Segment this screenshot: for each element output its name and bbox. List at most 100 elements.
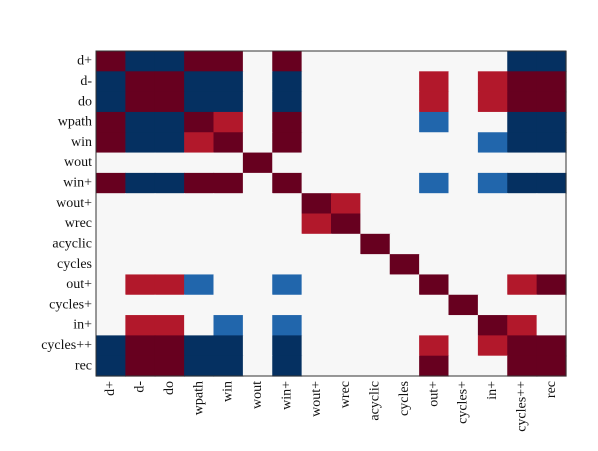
heatmap-cell-1-10 (389, 71, 420, 93)
heatmap-cell-8-4 (213, 213, 244, 235)
heatmap-cell-13-14 (507, 315, 538, 336)
heatmap-cell-7-12 (448, 193, 479, 215)
heatmap-cell-8-1 (125, 213, 156, 235)
heatmap-cell-0-0 (96, 51, 126, 72)
heatmap-cell-4-7 (301, 132, 332, 154)
y-tick-label: wrec (65, 216, 92, 231)
heatmap-cell-13-6 (272, 315, 303, 336)
heatmap-cell-14-0 (96, 335, 126, 357)
heatmap-cell-3-11 (419, 111, 450, 133)
x-tick-label: cycles+ (456, 381, 471, 424)
heatmap-cell-15-0 (96, 355, 126, 377)
x-tick-labels: d+ d-do wpath win wout win+ wout+ wrec acyclic cy… (103, 381, 559, 432)
heatmap-cell-10-3 (184, 254, 215, 276)
heatmap-cell-4-12 (448, 132, 479, 154)
heatmap-cell-1-14 (507, 71, 538, 93)
heatmap-cell-3-7 (301, 111, 332, 133)
heatmap-cell-5-8 (331, 152, 361, 174)
y-tick-label: acyclic (52, 236, 92, 251)
heatmap-cell-3-1 (125, 111, 156, 133)
heatmap-cell-1-15 (536, 71, 567, 93)
heatmap-cell-9-12 (448, 233, 479, 255)
heatmap-cell-2-4 (213, 91, 244, 113)
heatmap-cell-12-0 (96, 294, 126, 316)
heatmap-cell-6-11 (419, 172, 450, 194)
heatmap-cell-4-5 (242, 132, 273, 154)
heatmap-cell-4-0 (96, 132, 126, 154)
x-tick-label: win+ (279, 381, 294, 410)
heatmap-cell-7-10 (389, 193, 420, 215)
heatmap-cell-2-5 (242, 91, 273, 113)
heatmap-cell-0-11 (419, 51, 450, 72)
heatmap-cell-12-14 (507, 294, 538, 316)
heatmap-cell-6-14 (507, 172, 538, 194)
heatmap-cell-3-0 (96, 111, 126, 133)
x-tick-label: wout (250, 381, 265, 409)
heatmap-cell-13-13 (477, 315, 508, 336)
heatmap-cell-1-6 (272, 71, 303, 93)
heatmap-cell-10-5 (242, 254, 273, 276)
heatmap-cell-6-3 (184, 172, 215, 194)
heatmap-cell-8-10 (389, 213, 420, 235)
heatmap-cell-12-13 (477, 294, 508, 316)
heatmap-cell-4-1 (125, 132, 156, 154)
heatmap-cell-2-6 (272, 91, 303, 113)
heatmap-cell-6-8 (331, 172, 361, 194)
heatmap-cell-11-1 (125, 274, 156, 296)
heatmap-cell-7-1 (125, 193, 156, 215)
heatmap-cell-15-8 (331, 355, 361, 377)
heatmap-cell-12-10 (389, 294, 420, 316)
heatmap-cell-0-15 (536, 51, 567, 72)
heatmap-cell-13-9 (360, 315, 391, 336)
heatmap-cell-0-4 (213, 51, 244, 72)
heatmap-cell-12-11 (419, 294, 450, 316)
heatmap-cell-10-12 (448, 254, 479, 276)
y-tick-label: win+ (63, 176, 92, 191)
heatmap-cell-8-15 (536, 213, 567, 235)
heatmap-cell-6-6 (272, 172, 303, 194)
heatmap-cell-6-2 (154, 172, 185, 194)
heatmap-cell-11-2 (154, 274, 185, 296)
heatmap-cell-6-5 (242, 172, 273, 194)
heatmap-cell-12-15 (536, 294, 567, 316)
heatmap-cell-11-8 (331, 274, 361, 296)
heatmap-cell-12-7 (301, 294, 332, 316)
heatmap-cell-14-4 (213, 335, 244, 357)
heatmap-cell-5-12 (448, 152, 479, 174)
heatmap-cell-0-3 (184, 51, 215, 72)
heatmap-cell-9-5 (242, 233, 273, 255)
heatmap-cell-4-11 (419, 132, 450, 154)
heatmap-cell-13-2 (154, 315, 185, 336)
heatmap-cell-10-2 (154, 254, 185, 276)
x-tick-label: rec (544, 381, 559, 398)
x-tick-label: out+ (426, 381, 441, 407)
heatmap-cell-4-15 (536, 132, 567, 154)
heatmap-cell-10-15 (536, 254, 567, 276)
heatmap-cell-13-4 (213, 315, 244, 336)
heatmap-cell-9-1 (125, 233, 156, 255)
heatmap-cell-9-14 (507, 233, 538, 255)
heatmap-cell-9-3 (184, 233, 215, 255)
heatmap-cell-0-12 (448, 51, 479, 72)
heatmap-cell-6-9 (360, 172, 391, 194)
heatmap-cell-0-7 (301, 51, 332, 72)
heatmap-cell-11-10 (389, 274, 420, 296)
heatmap-cell-9-4 (213, 233, 244, 255)
heatmap-cell-0-8 (331, 51, 361, 72)
heatmap-cell-11-4 (213, 274, 244, 296)
heatmap-cell-1-8 (331, 71, 361, 93)
heatmap-cell-8-6 (272, 213, 303, 235)
heatmap-cell-13-10 (389, 315, 420, 336)
y-tick-label: rec (75, 358, 92, 373)
heatmap-cell-12-5 (242, 294, 273, 316)
x-tick-label: do (162, 381, 177, 395)
heatmap-cell-4-8 (331, 132, 361, 154)
heatmap-cell-5-4 (213, 152, 244, 174)
heatmap-cell-8-7 (301, 213, 332, 235)
heatmap-cell-2-10 (389, 91, 420, 113)
heatmap-cell-13-7 (301, 315, 332, 336)
heatmap-cell-1-0 (96, 71, 126, 93)
heatmap-cell-5-9 (360, 152, 391, 174)
heatmap-cell-13-1 (125, 315, 156, 336)
